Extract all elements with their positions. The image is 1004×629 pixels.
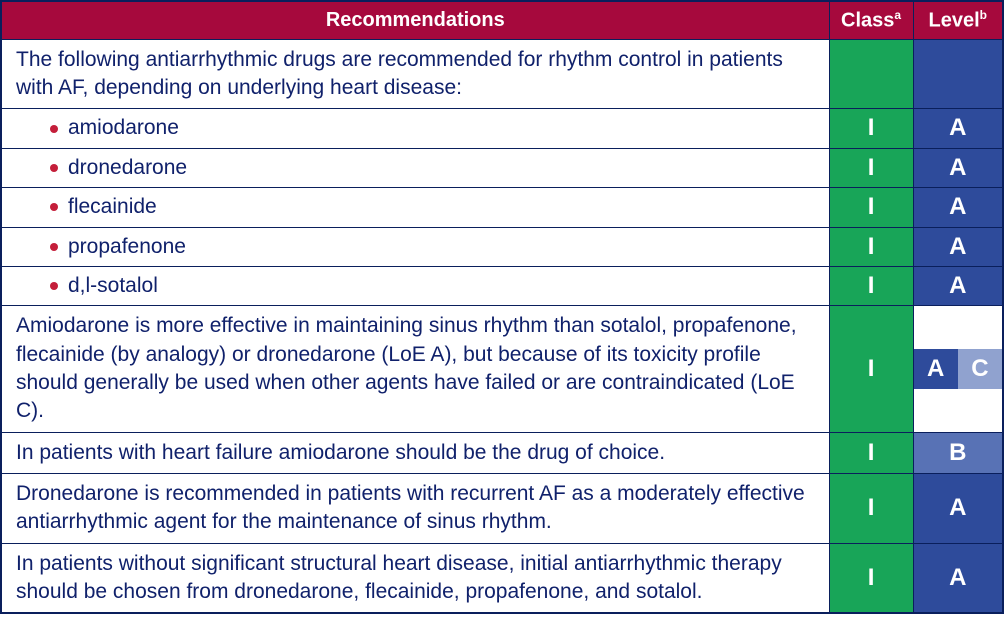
table-row-bullet: amiodarone I A xyxy=(1,109,1003,148)
bullet-icon xyxy=(50,282,58,290)
class-cell: I xyxy=(829,227,913,266)
table-row: Amiodarone is more effective in maintain… xyxy=(1,306,1003,432)
rec-text: In patients with heart failure amiodaron… xyxy=(1,432,829,473)
bullet-wrap: propafenone xyxy=(16,233,817,261)
table-row-bullet: d,l-sotalol I A xyxy=(1,266,1003,305)
table-row: In patients without significant structur… xyxy=(1,543,1003,613)
rec-text: The following antiarrhythmic drugs are r… xyxy=(1,39,829,109)
table-row: Dronedarone is recommended in patients w… xyxy=(1,474,1003,544)
level-cell: A xyxy=(913,148,1003,187)
bullet-label: flecainide xyxy=(68,193,157,221)
level-part-c: C xyxy=(958,349,1002,389)
rec-bullet-cell: flecainide xyxy=(1,188,829,227)
table-row-bullet: dronedarone I A xyxy=(1,148,1003,187)
level-cell: A xyxy=(913,188,1003,227)
bullet-wrap: dronedarone xyxy=(16,154,817,182)
class-cell xyxy=(829,39,913,109)
rec-bullet-cell: propafenone xyxy=(1,227,829,266)
table-row-bullet: propafenone I A xyxy=(1,227,1003,266)
level-part-a: A xyxy=(914,349,958,389)
header-recommendations: Recommendations xyxy=(1,1,829,39)
class-cell: I xyxy=(829,432,913,473)
bullet-label: dronedarone xyxy=(68,154,187,182)
header-class: Classa xyxy=(829,1,913,39)
rec-text: Dronedarone is recommended in patients w… xyxy=(1,474,829,544)
recommendations-table: Recommendations Classa Levelb The follow… xyxy=(0,0,1004,614)
header-level: Levelb xyxy=(913,1,1003,39)
bullet-icon xyxy=(50,243,58,251)
bullet-label: d,l-sotalol xyxy=(68,272,158,300)
header-level-label: Level xyxy=(929,10,980,32)
level-cell: A xyxy=(913,543,1003,613)
bullet-wrap: amiodarone xyxy=(16,114,817,142)
bullet-wrap: d,l-sotalol xyxy=(16,272,817,300)
level-cell: A xyxy=(913,266,1003,305)
level-cell-split: A C xyxy=(913,306,1003,432)
bullet-label: propafenone xyxy=(68,233,186,261)
header-level-sup: b xyxy=(980,8,987,22)
table-row-bullet: flecainide I A xyxy=(1,188,1003,227)
table-body: The following antiarrhythmic drugs are r… xyxy=(1,39,1003,613)
bullet-label: amiodarone xyxy=(68,114,179,142)
rec-text: In patients without significant structur… xyxy=(1,543,829,613)
header-class-sup: a xyxy=(894,8,901,22)
table-row: In patients with heart failure amiodaron… xyxy=(1,432,1003,473)
level-cell xyxy=(913,39,1003,109)
table-header-row: Recommendations Classa Levelb xyxy=(1,1,1003,39)
class-cell: I xyxy=(829,188,913,227)
class-cell: I xyxy=(829,148,913,187)
level-cell: B xyxy=(913,432,1003,473)
class-cell: I xyxy=(829,474,913,544)
bullet-wrap: flecainide xyxy=(16,193,817,221)
class-cell: I xyxy=(829,543,913,613)
level-cell: A xyxy=(913,474,1003,544)
rec-bullet-cell: amiodarone xyxy=(1,109,829,148)
class-cell: I xyxy=(829,306,913,432)
rec-bullet-cell: d,l-sotalol xyxy=(1,266,829,305)
bullet-icon xyxy=(50,203,58,211)
bullet-icon xyxy=(50,125,58,133)
header-recommendations-label: Recommendations xyxy=(326,9,505,31)
level-cell: A xyxy=(913,227,1003,266)
bullet-icon xyxy=(50,164,58,172)
class-cell: I xyxy=(829,109,913,148)
level-cell: A xyxy=(913,109,1003,148)
rec-bullet-cell: dronedarone xyxy=(1,148,829,187)
header-class-label: Class xyxy=(841,10,894,32)
rec-text: Amiodarone is more effective in maintain… xyxy=(1,306,829,432)
table-row-intro: The following antiarrhythmic drugs are r… xyxy=(1,39,1003,109)
class-cell: I xyxy=(829,266,913,305)
